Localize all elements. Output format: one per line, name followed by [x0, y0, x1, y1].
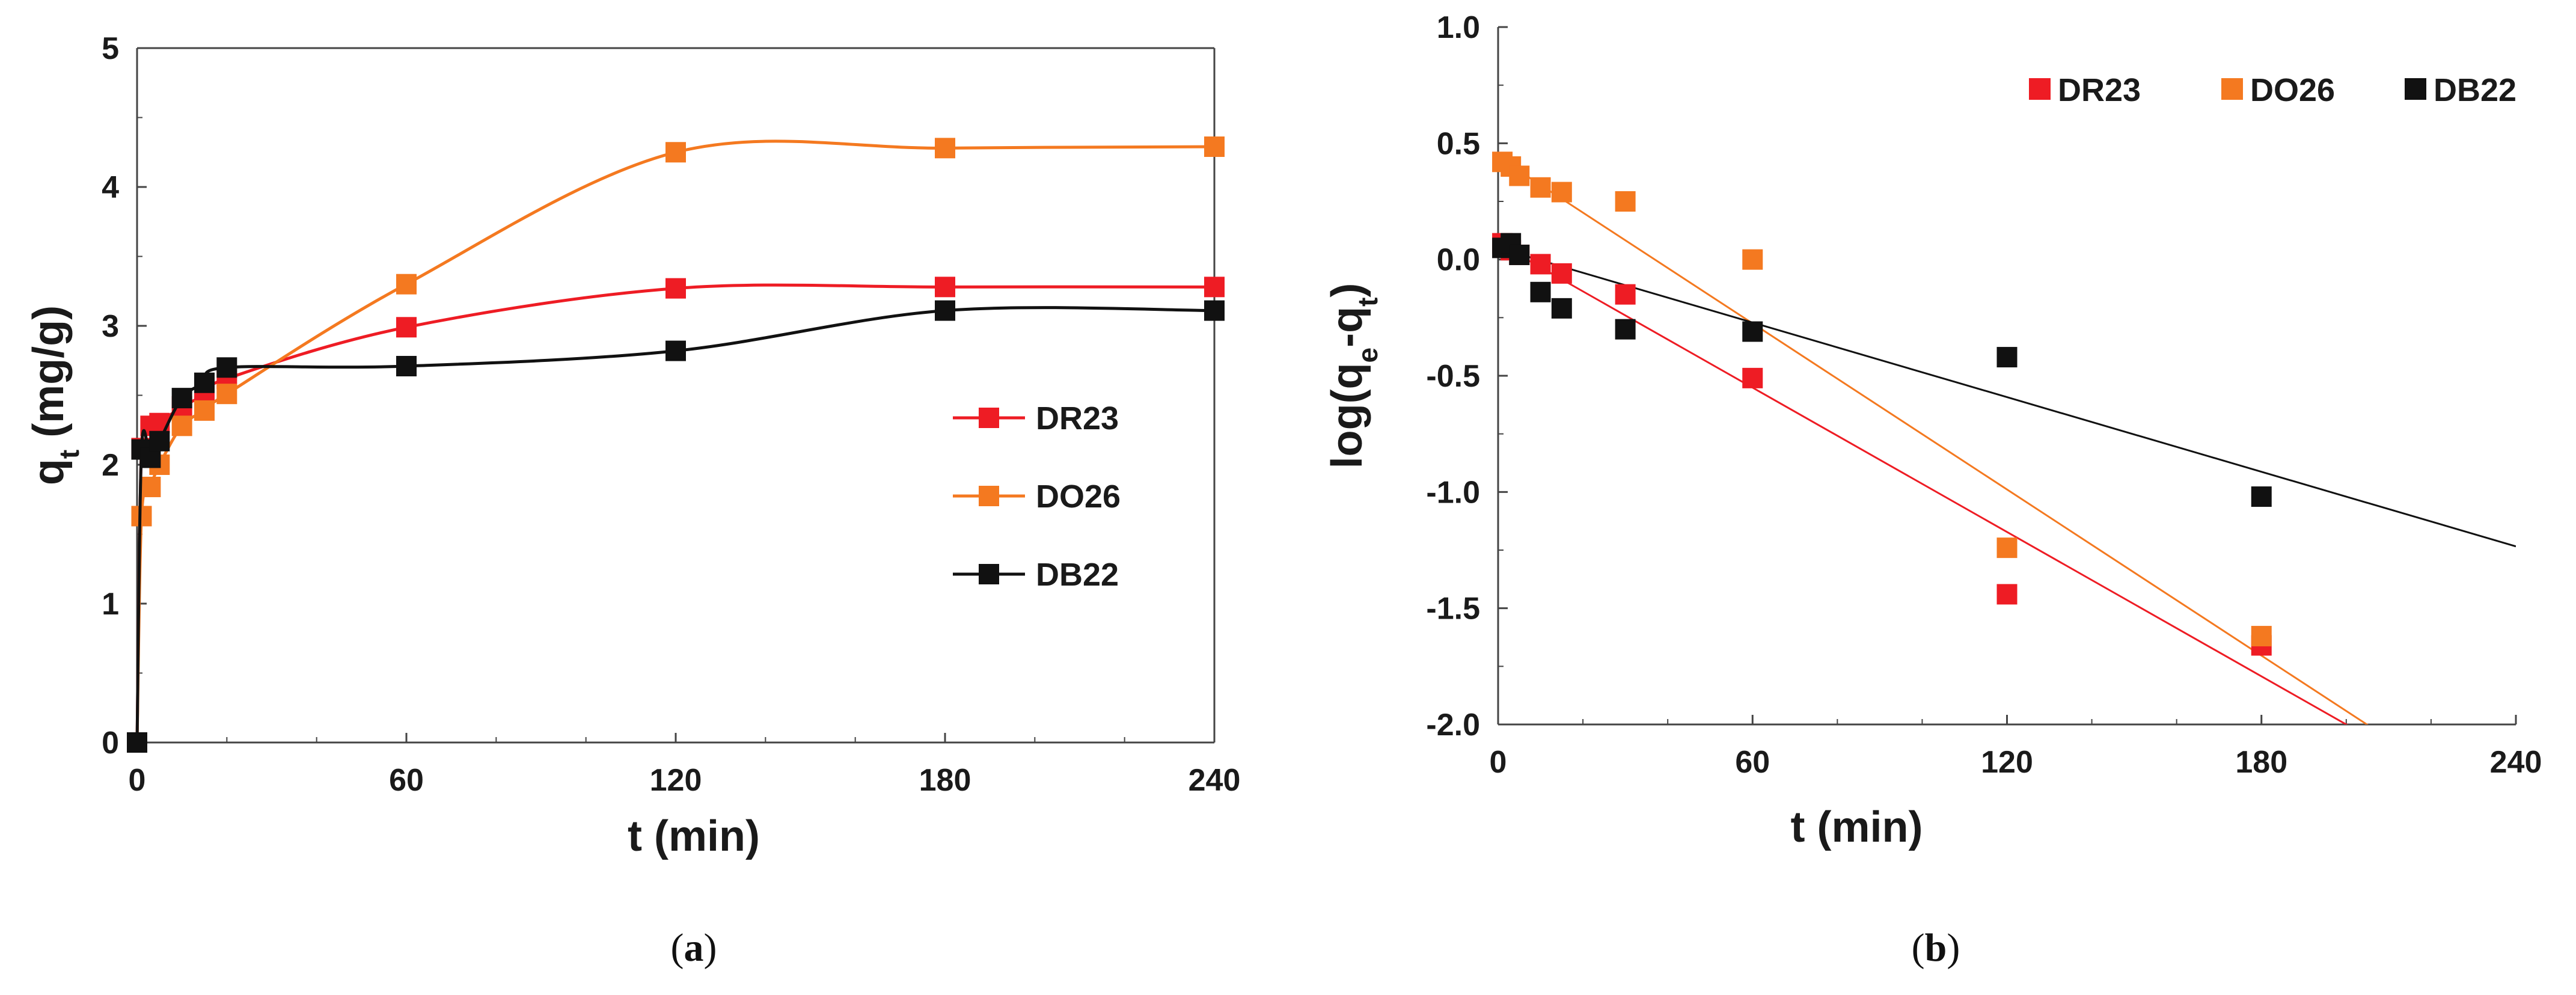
x-tick-label: 0: [1490, 745, 1507, 780]
point-DR23: [1551, 263, 1572, 284]
point-DO26: [1615, 191, 1636, 212]
x-tick-label: 180: [2235, 745, 2287, 780]
legend-marker-DB22: [979, 564, 999, 584]
point-DO26: [935, 138, 955, 159]
legend-label-DO26: DO26: [1036, 479, 1121, 515]
point-DR23: [396, 317, 417, 338]
y-tick-label: -0.5: [1426, 359, 1480, 394]
point-DO26: [194, 400, 215, 421]
y-axis-title: qt (mg/g): [25, 305, 85, 485]
x-tick-label: 60: [389, 763, 424, 798]
legend-marker-DO26: [979, 486, 999, 506]
legend-label-DB22: DB22: [1036, 557, 1119, 593]
point-DB22: [1615, 319, 1636, 340]
legend-label-DB22: DB22: [2434, 72, 2516, 108]
y-tick-label: 0.5: [1437, 126, 1480, 161]
point-DB22: [1204, 300, 1225, 321]
point-DO26: [131, 506, 152, 527]
x-axis-title: t (min): [1791, 803, 1923, 851]
point-DR23: [1996, 584, 2018, 605]
legend-marker-DR23: [2029, 78, 2051, 100]
x-tick-label: 60: [1735, 745, 1770, 780]
fit-line-DO26: [1498, 156, 2369, 724]
y-tick-label: 5: [102, 31, 119, 66]
point-DB22: [1742, 321, 1763, 342]
legend-label-DR23: DR23: [1036, 400, 1119, 436]
series-line-DB22: [135, 306, 1215, 743]
x-tick-label: 240: [2490, 745, 2542, 780]
y-tick-label: 0: [102, 726, 119, 761]
y-tick-label: 2: [102, 448, 119, 483]
x-tick-label: 0: [129, 763, 146, 798]
point-DR23: [1742, 367, 1763, 388]
point-DO26: [1509, 165, 1530, 186]
chart-a: 0 1 2 3 4 5 0 60 120 180 240 t (min) qt (mg/g) DR23 DO…: [25, 31, 1240, 970]
point-DB22: [396, 355, 417, 376]
series-line-DO26: [135, 139, 1215, 743]
y-tick-label: 0.0: [1437, 243, 1480, 278]
y-tick-label: 3: [102, 309, 119, 344]
point-DR23: [1530, 254, 1551, 275]
legend-label-DO26: DO26: [2250, 72, 2335, 108]
legend-marker-DO26: [2221, 78, 2243, 100]
caption-b: (b): [1912, 926, 1960, 970]
point-DO26: [1742, 249, 1763, 270]
point-DB22: [127, 732, 147, 753]
point-DB22: [2251, 486, 2272, 507]
point-DB22: [1509, 244, 1530, 265]
y-tick-label: 4: [102, 170, 119, 205]
point-DO26: [171, 415, 192, 436]
y-tick-label: -2.0: [1426, 708, 1480, 742]
legend-marker-DR23: [979, 408, 999, 428]
point-DR23: [1615, 284, 1636, 305]
legend-label-DR23: DR23: [2058, 72, 2141, 108]
point-DO26: [1530, 177, 1551, 198]
point-DO26: [1551, 182, 1572, 203]
point-DO26: [1204, 136, 1225, 158]
y-tick-label: 1.0: [1437, 10, 1480, 45]
point-DO26: [396, 274, 417, 295]
y-tick-label: -1.0: [1426, 475, 1480, 510]
point-DO26: [140, 476, 161, 497]
point-DB22: [194, 372, 215, 393]
y-tick-label: 1: [102, 587, 119, 622]
fit-line-DB22: [1498, 246, 2516, 548]
point-DB22: [1996, 347, 2018, 368]
x-axis-title: t (min): [628, 812, 760, 860]
y-axis-title: log(qe-qt): [1323, 283, 1383, 469]
x-tick-label: 180: [919, 763, 971, 798]
point-DO26: [2251, 626, 2272, 647]
point-DO26: [1996, 537, 2018, 559]
point-DO26: [216, 384, 237, 405]
point-DR23: [665, 278, 686, 299]
legend-marker-DB22: [2405, 78, 2426, 100]
fit-line-DR23: [1498, 242, 2348, 724]
x-tick-label: 120: [650, 763, 702, 798]
x-tick-label: 120: [1981, 745, 2033, 780]
point-DB22: [171, 388, 192, 409]
point-DB22: [665, 340, 686, 361]
x-tick-label: 240: [1189, 763, 1241, 798]
point-DB22: [216, 357, 237, 378]
point-DB22: [935, 300, 955, 321]
caption-a: (a): [671, 926, 717, 970]
chart-b: 1.0 0.5 0.0 -0.5 -1.0 -1.5 -2.0 0 60 120 180 240 t (…: [1323, 10, 2542, 970]
point-DO26: [665, 142, 686, 163]
point-DB22: [1530, 281, 1551, 302]
point-DB22: [1551, 298, 1572, 319]
y-tick-label: -1.5: [1426, 592, 1480, 626]
point-DR23: [1204, 277, 1225, 298]
point-DR23: [935, 277, 955, 298]
point-DB22: [149, 430, 170, 452]
